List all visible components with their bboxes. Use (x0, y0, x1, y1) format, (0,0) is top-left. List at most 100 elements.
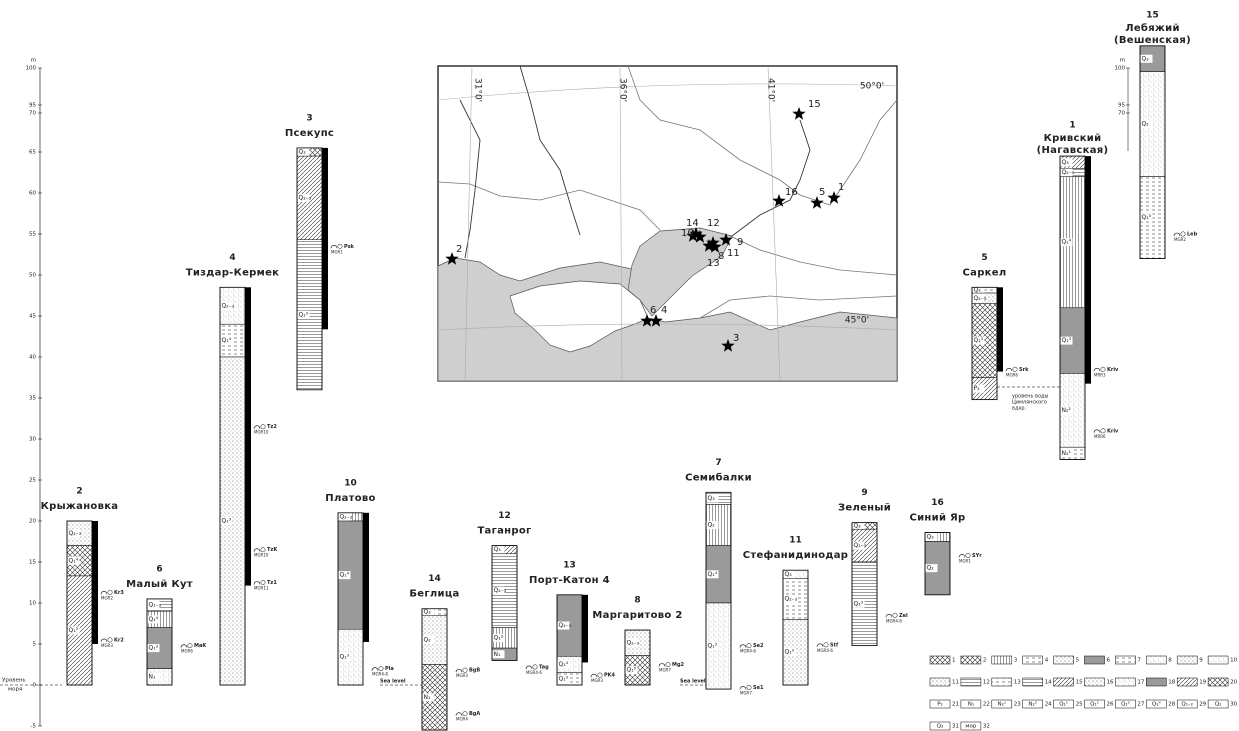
section-number: 15 (1146, 10, 1159, 20)
site-label: 13 (707, 258, 720, 269)
layer-index: Q₂₋₃ (494, 587, 507, 594)
legend-swatch (961, 656, 981, 664)
tick-label: 10 (29, 601, 36, 607)
section-name: Маргаритово 2 (592, 610, 682, 621)
sample-marker (747, 643, 751, 647)
legend-number: 14 (1045, 680, 1052, 686)
sample-marker (108, 590, 112, 594)
section-number: 3 (306, 113, 312, 123)
legend-number: 3 (1014, 658, 1018, 664)
legend-swatch (1115, 678, 1135, 686)
sample-marker (372, 668, 378, 671)
layer-index: Q₁³ (494, 634, 504, 641)
layer-index: Q₂ (1142, 121, 1150, 128)
sample-marker (817, 644, 823, 647)
section-alt-name: (Нагавская) (1037, 145, 1109, 156)
legend-number: 1 (952, 658, 956, 664)
tick-label: 25 (29, 478, 36, 484)
section-name: Семибалки (685, 471, 752, 483)
legend-code: N₂¹ (998, 701, 1007, 708)
sample-lab: MGR3 (591, 678, 603, 683)
layer-index: Q₁³ (149, 645, 159, 652)
legend-number: 17 (1137, 680, 1144, 686)
section-number: 1 (1069, 121, 1075, 131)
sample-lab: MGR2 (1174, 237, 1186, 242)
section-alt-name: (Вешенская) (1114, 35, 1191, 46)
layer-index: Q₂₋₃ (69, 530, 82, 537)
layer-index: Q₁³ (559, 675, 569, 682)
sample-marker (254, 582, 260, 585)
section: Q₂₋₃Q₁³8Маргаритово 2Mg2MGR7 (592, 596, 684, 685)
section: Q₂₋₃Q₁⁴Q₁³2КрыжановкаKr3MGR2Kr2MGR3 (41, 487, 125, 686)
sample-code: SYr (972, 553, 982, 559)
tick-label: 45 (29, 314, 36, 320)
site-label: 2 (456, 244, 462, 255)
layer-index: Q₂₋₃ (627, 639, 640, 646)
sample-marker (893, 613, 897, 617)
legend-code: P₂ (937, 702, 943, 708)
sample-lab: MGR2 (101, 595, 113, 600)
axis-label: m (31, 58, 36, 64)
sample-marker (188, 643, 192, 647)
sample-marker (101, 591, 107, 594)
sample-marker (1006, 368, 1012, 371)
legend-number: 13 (1014, 680, 1021, 686)
layer-index: Q₂₋₃ (559, 622, 572, 629)
layer-index: Q₁⁴ (69, 557, 79, 564)
sample-marker (591, 674, 597, 677)
body: {"axis": {"label": "m", "ticks": [-5, 0,… (0, 0, 1239, 731)
legend-number: 28 (1168, 702, 1175, 708)
site-label: 6 (650, 305, 656, 316)
sample-lab: MGR10 (254, 430, 269, 435)
site-label: 16 (785, 187, 798, 198)
legend-number: 11 (952, 680, 959, 686)
parallel-label: 45°0' (845, 316, 869, 326)
section-name: Саркел (963, 267, 1007, 278)
sample-marker (181, 645, 187, 648)
sample-marker (959, 554, 965, 557)
sample-marker (254, 426, 260, 429)
legend-number: 6 (1107, 658, 1111, 664)
section: Q₃Q₂₋₃Q₁⁴Q₁³N₂²N₂¹1Кривский(Нагавская)Kr… (1037, 121, 1119, 460)
sample-marker (526, 666, 532, 669)
polarity-bar (582, 595, 588, 663)
tick-label: 30 (29, 437, 36, 443)
sample-marker (463, 668, 467, 672)
legend-number: 4 (1045, 658, 1049, 664)
sample-lab: MGR4-8 (372, 672, 388, 677)
layer-index: Q₃ (854, 522, 862, 529)
legend-code: N₁ (968, 702, 974, 708)
sample-lab: MGR1 (331, 249, 343, 254)
legend-code: Q₁² (1090, 701, 1099, 708)
sample-code: Se1 (753, 685, 764, 691)
layer-index: Q₂₋₃ (1062, 169, 1075, 176)
legend-swatch (1146, 678, 1166, 686)
sample-code: BgB (469, 668, 480, 674)
sample-marker (824, 643, 828, 647)
legend-number: 31 (952, 724, 959, 730)
legend-swatch (1146, 656, 1166, 664)
legend-swatch (961, 678, 981, 686)
legend-number: 5 (1076, 658, 1080, 664)
sea-level-label: моря (8, 687, 22, 693)
sample-marker (254, 549, 260, 552)
polarity-bar (363, 513, 369, 642)
legend-swatch (1054, 656, 1074, 664)
layer-index: Q₂₋₃ (222, 302, 235, 309)
layer-index: Q₂₋₃ (149, 602, 162, 609)
sample-lab: MGR4-6 (886, 618, 902, 623)
tick-label: 100 (1115, 66, 1126, 72)
legend-code: Q₃ (937, 724, 944, 730)
layer-index: N₁ (149, 673, 156, 680)
layer-index: Q₁³ (785, 649, 795, 656)
tick-label: 95 (29, 103, 36, 109)
sample-marker (966, 553, 970, 557)
section-name: Синий Яр (909, 512, 965, 523)
site-label: 9 (737, 237, 743, 248)
tick-label: 20 (29, 519, 36, 525)
layer-index: Q₁³ (974, 337, 984, 344)
layer-index: Q₃ (424, 609, 432, 616)
section-name: Зеленый (838, 503, 891, 514)
tick-label: 100 (26, 66, 37, 72)
legend-number: 19 (1199, 680, 1206, 686)
